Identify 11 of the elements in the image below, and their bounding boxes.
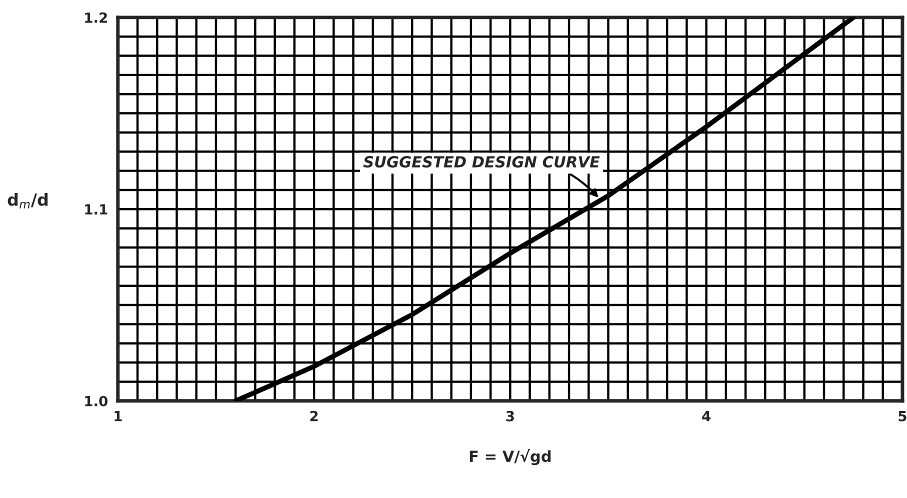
y-axis-title: d$_{m}$/d xyxy=(8,193,48,208)
x-tick-label: 2 xyxy=(310,410,318,422)
y-tick-label: 1.2 xyxy=(85,12,107,23)
annotation: SUGGESTED DESIGN CURVE xyxy=(363,156,600,168)
y-tick-label: 1.1 xyxy=(85,204,108,214)
x-tick-label: 5 xyxy=(898,411,906,422)
x-tick-label: 4 xyxy=(702,411,711,422)
x-axis-title: F = V/√gd xyxy=(470,449,551,466)
y-tick-label: 1.0 xyxy=(85,396,108,406)
x-tick-label: 3 xyxy=(506,410,514,422)
x-tick-label: 1 xyxy=(114,411,122,422)
